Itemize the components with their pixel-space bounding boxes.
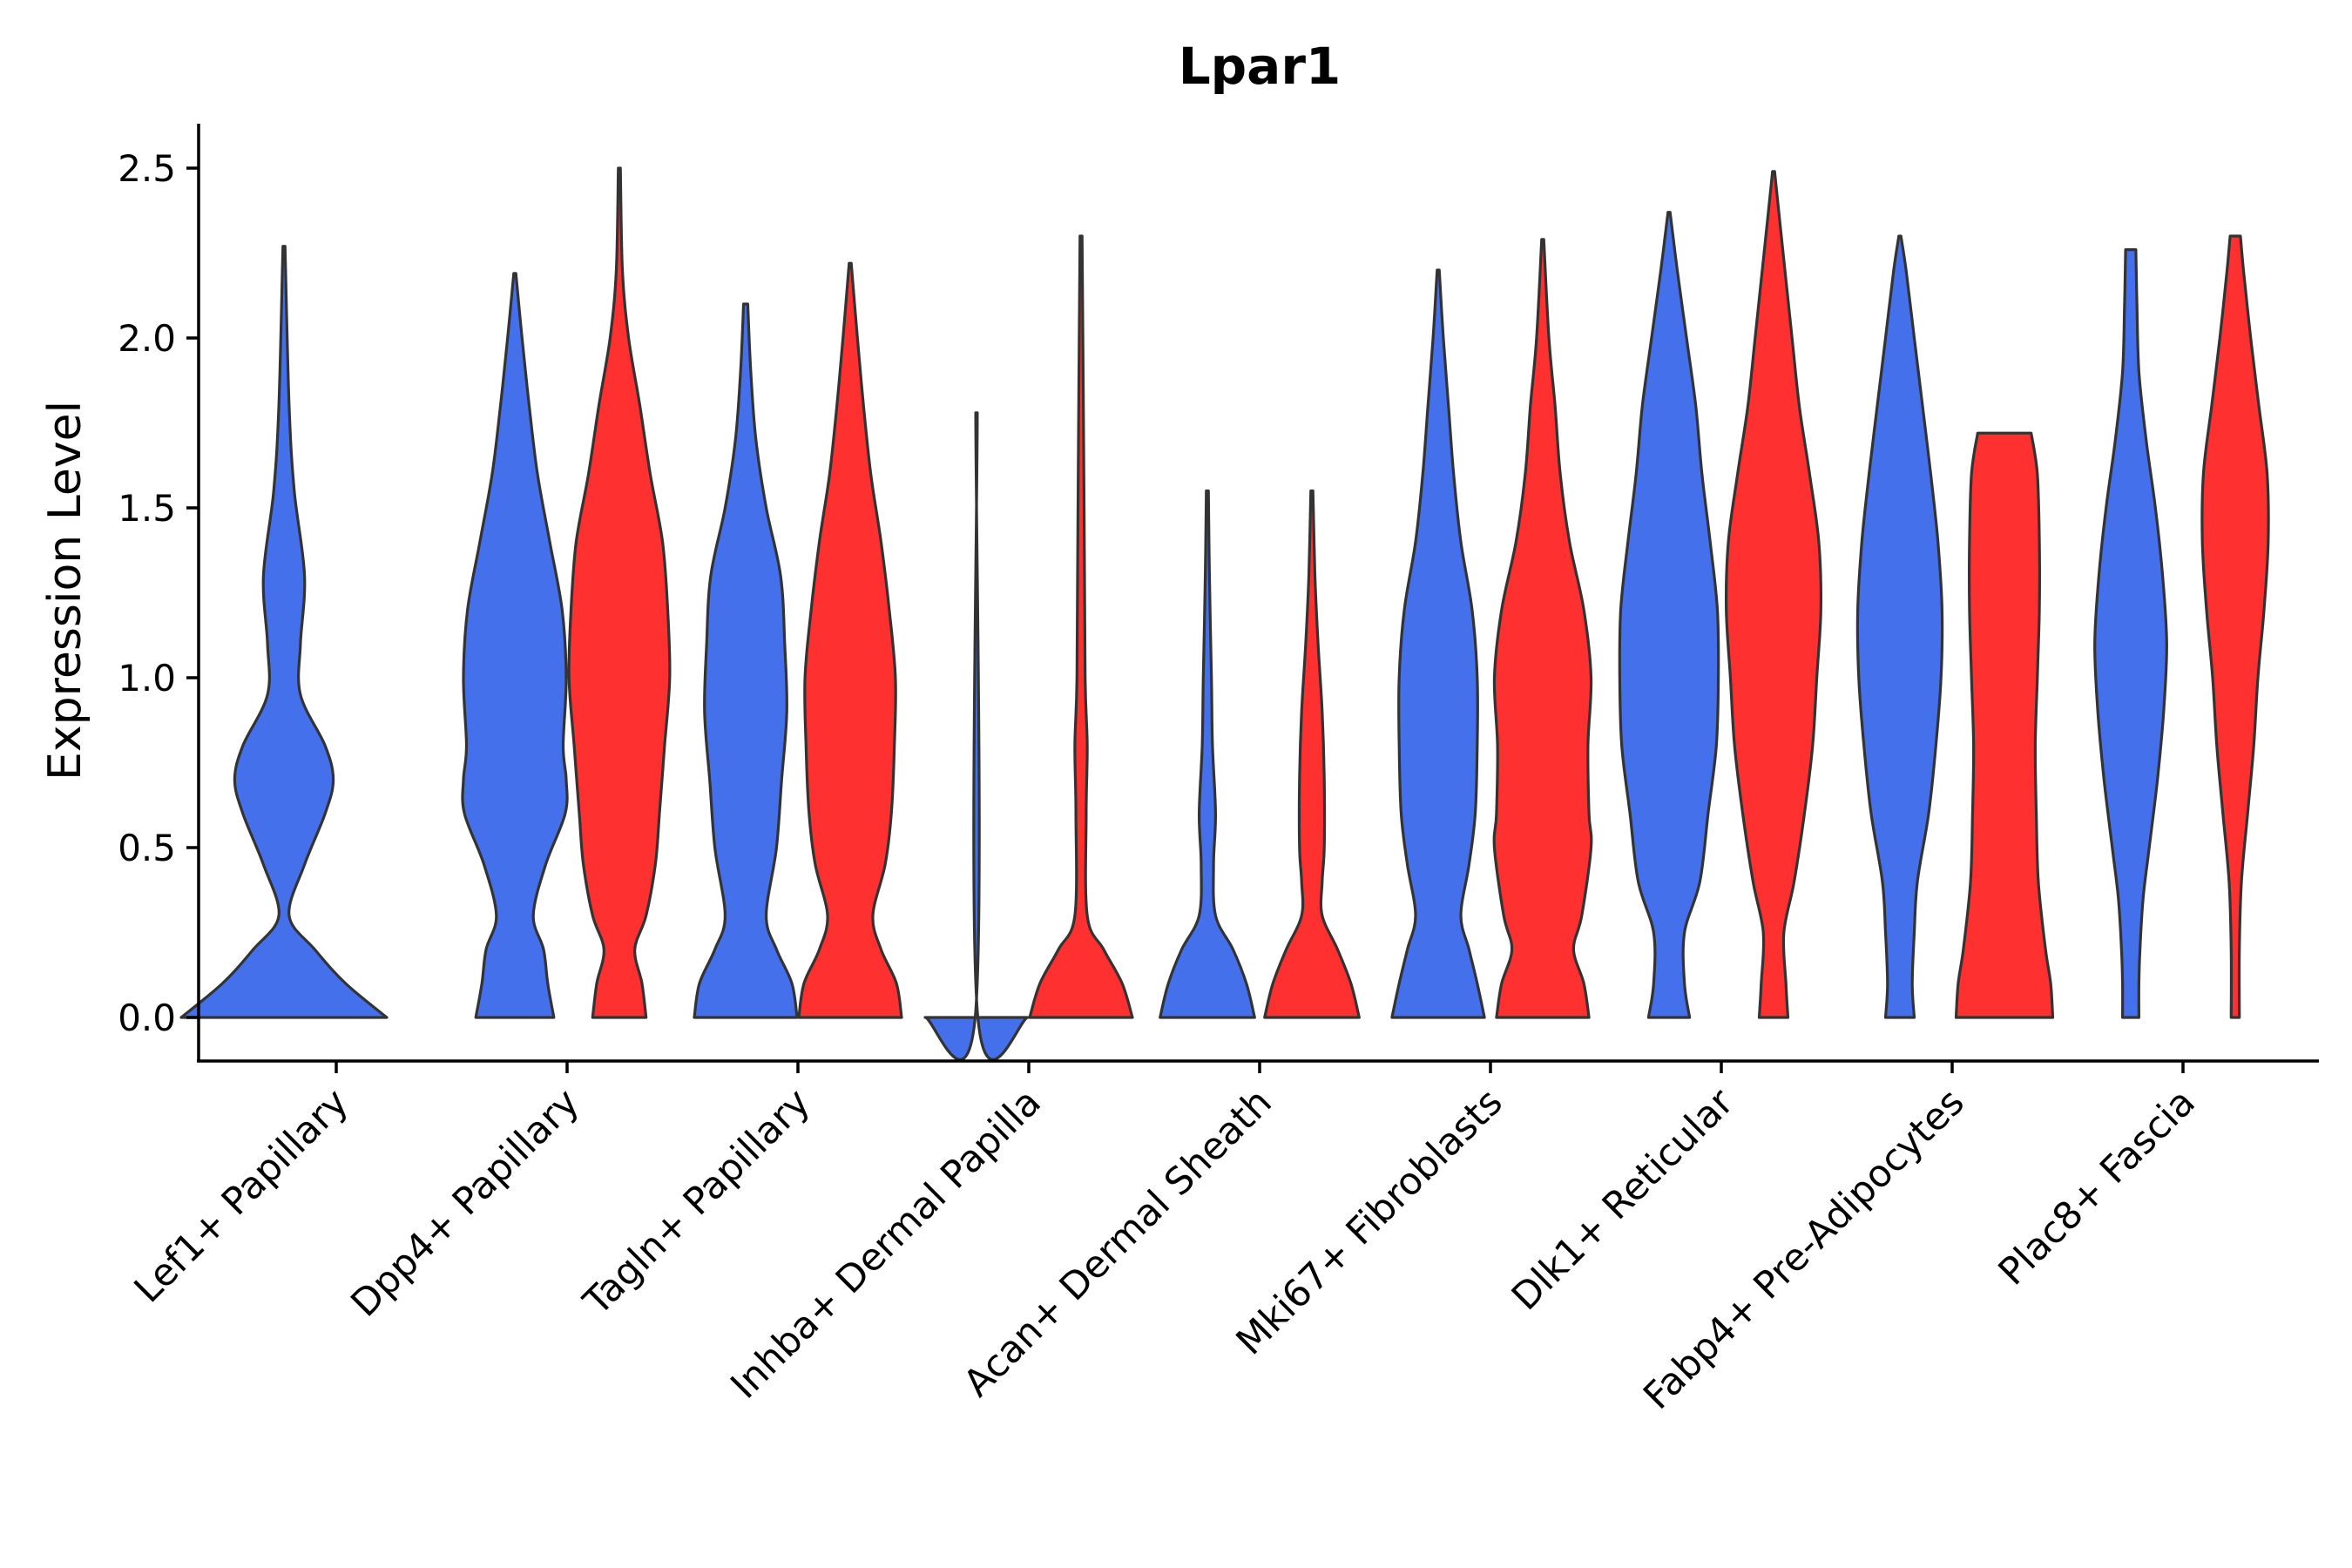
violin-mki67-fibroblasts-2 — [1492, 238, 1593, 1019]
violin-fabp4-pre-adipocytes-2 — [1954, 431, 2055, 1019]
x-tick-label: Tagln+ Papillary — [575, 1080, 819, 1324]
violin-dlk1-reticular-2 — [1724, 170, 1823, 1019]
y-tick-label: 2.0 — [118, 317, 176, 360]
violin-tagln-papillary-1 — [693, 302, 799, 1019]
x-tick-label: Dlk1+ Reticular — [1504, 1080, 1742, 1319]
violin-tagln-papillary-2 — [797, 261, 903, 1019]
chart-title: Lpar1 — [1179, 37, 1342, 96]
violin-lef1-papillary-1 — [179, 245, 389, 1019]
x-tick-label: Lef1+ Papillary — [126, 1080, 357, 1311]
x-tick-label: Dpp4+ Papillary — [343, 1080, 588, 1325]
violin-dpp4-papillary-2 — [567, 166, 672, 1019]
y-tick-label: 0.0 — [118, 997, 176, 1039]
y-tick-label: 1.5 — [118, 487, 176, 530]
y-tick-label: 1.0 — [118, 657, 176, 700]
y-tick-label: 0.5 — [118, 827, 176, 869]
y-axis-label: Expression Level — [39, 401, 91, 781]
violin-mki67-fibroblasts-1 — [1390, 268, 1486, 1019]
y-tick-label: 2.5 — [118, 147, 176, 190]
violin-fabp4-pre-adipocytes-1 — [1855, 234, 1944, 1019]
violin-inhba-dermal-papilla-2 — [1028, 234, 1134, 1019]
x-tick-label: Plac8+ Fascia — [1990, 1080, 2204, 1294]
violin-plac8-fascia-2 — [2200, 234, 2270, 1019]
violin-acan-dermal-sheath-1 — [1159, 489, 1256, 1019]
violin-dpp4-papillary-1 — [461, 272, 569, 1019]
violin-group — [179, 166, 2270, 1061]
violin-dlk1-reticular-1 — [1618, 211, 1720, 1019]
y-axis-ticks: 0.0 0.5 1.0 1.5 2.0 2.5 — [118, 147, 199, 1039]
x-tick-label: Mki67+ Fibroblasts — [1228, 1080, 1511, 1363]
violin-acan-dermal-sheath-2 — [1263, 489, 1361, 1019]
violin-inhba-dermal-papilla-1 — [923, 411, 1030, 1061]
violin-plac8-fascia-1 — [2093, 248, 2168, 1019]
